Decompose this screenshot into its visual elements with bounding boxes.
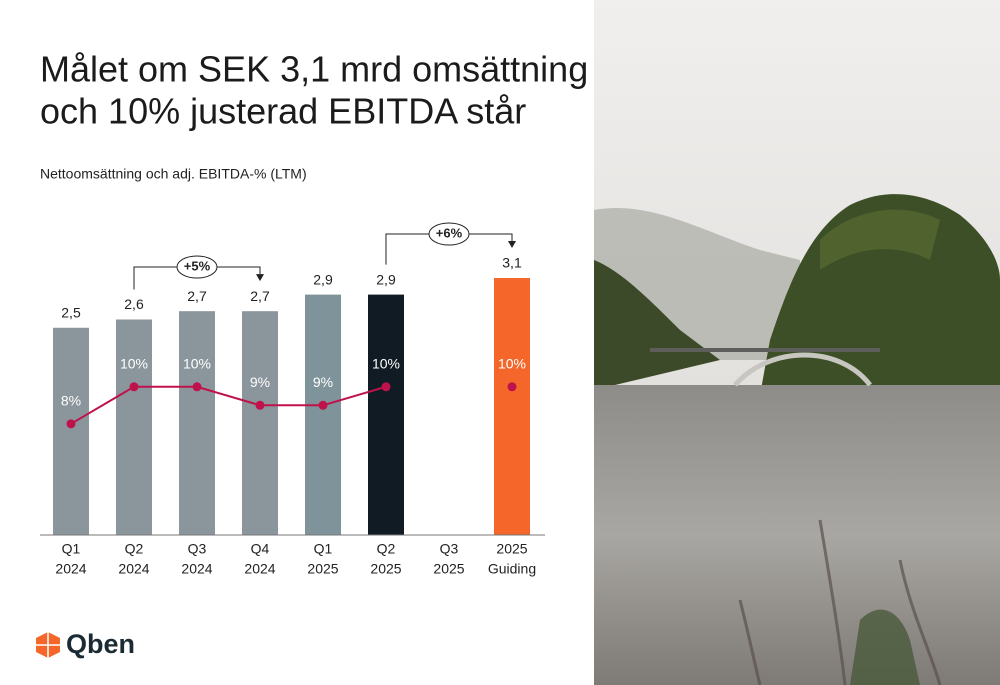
bar: [53, 327, 89, 535]
bar: [368, 294, 404, 535]
ebitda-label: 8%: [61, 393, 81, 409]
bar: [494, 278, 530, 535]
title: och 10% justerad EBITDA står: [40, 91, 526, 132]
ebitda-point: [318, 400, 328, 410]
x-tick-label: 2025: [433, 561, 464, 577]
x-tick-label: 2024: [181, 561, 212, 577]
ebitda-point: [66, 419, 76, 429]
annotation: +6%: [436, 225, 463, 240]
ebitda-line: [70, 385, 387, 425]
arrow-head: [256, 274, 264, 282]
ebitda-label: 9%: [250, 374, 270, 390]
logo-text: Qben: [66, 629, 135, 659]
ebitda-point: [507, 382, 517, 392]
bar-label: 2,6: [124, 296, 144, 312]
x-tick-label: 2024: [118, 561, 149, 577]
x-tick-label: Q4: [251, 541, 270, 557]
bar-label: 2,9: [376, 271, 396, 287]
x-tick-label: Q1: [62, 541, 81, 557]
ebitda-label: 10%: [372, 355, 400, 371]
bar: [242, 311, 278, 535]
ebitda-label: 9%: [313, 374, 333, 390]
subtitle: Nettoomsättning och adj. EBITDA-% (LTM): [40, 166, 307, 182]
ebitda-label: 10%: [183, 355, 211, 371]
photo: [594, 0, 1000, 685]
bar: [305, 294, 341, 535]
x-tick-label: Q3: [188, 541, 207, 557]
ebitda-point: [192, 382, 202, 392]
x-tick-label: Q1: [314, 541, 333, 557]
bar-label: 2,5: [61, 304, 81, 320]
bar-label: 2,7: [187, 288, 207, 304]
x-tick-label: Q3: [440, 541, 459, 557]
x-tick-label: Q2: [377, 541, 396, 557]
ebitda-point: [255, 400, 265, 410]
ebitda-label: 10%: [120, 355, 148, 371]
bar-label: 2,7: [250, 288, 270, 304]
bar-label: 3,1: [502, 255, 522, 271]
bar: [116, 319, 152, 535]
ebitda-point: [129, 382, 139, 392]
x-tick-label: 2025: [370, 561, 401, 577]
x-tick-label: Guiding: [488, 561, 536, 577]
annotation: +5%: [184, 258, 211, 273]
x-tick-label: 2025: [307, 561, 338, 577]
arrow-head: [508, 241, 516, 249]
x-tick-label: Q2: [125, 541, 144, 557]
bar: [179, 311, 215, 535]
logo: Qben: [36, 629, 135, 659]
title: Målet om SEK 3,1 mrd omsättning: [40, 49, 588, 90]
x-tick-label: 2024: [55, 561, 86, 577]
annotation-badge: [428, 222, 470, 246]
x-tick-label: 2025: [496, 541, 527, 557]
x-tick-label: 2024: [244, 561, 275, 577]
bar-label: 2,9: [313, 271, 333, 287]
annotation-badge: [176, 255, 218, 279]
ebitda-label: 10%: [498, 355, 526, 371]
ebitda-point: [381, 382, 391, 392]
